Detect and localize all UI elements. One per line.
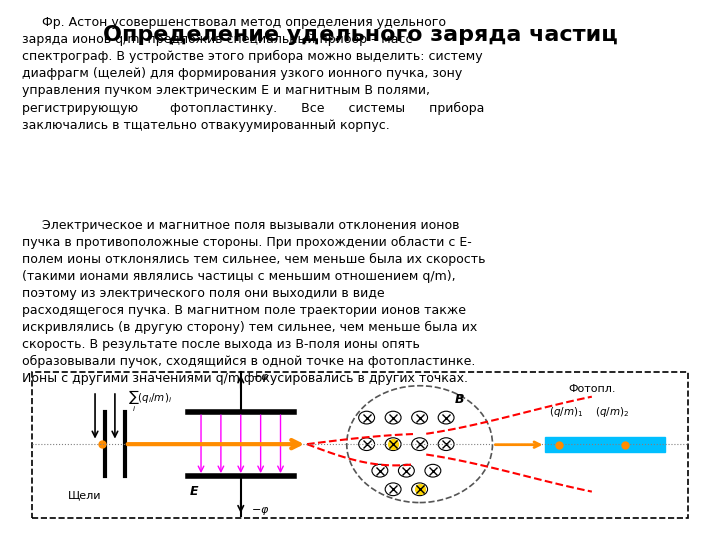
Text: $\sum_i (q_i/m)_i$: $\sum_i (q_i/m)_i$ [128,389,172,414]
Text: $(q/m)_1$: $(q/m)_1$ [549,406,583,419]
Text: Фотопл.: Фотопл. [568,384,616,394]
Bar [546,437,665,452]
Text: $\boldsymbol{B}$: $\boldsymbol{B}$ [454,393,464,406]
Text: $\boldsymbol{E}$: $\boldsymbol{E}$ [189,485,199,498]
Text: Электрическое и магнитное поля вызывали отклонения ионов
пучка в противоположные: Электрическое и магнитное поля вызывали … [22,219,485,385]
Text: $(q/m)_2$: $(q/m)_2$ [595,406,629,419]
Text: Щели: Щели [68,490,102,500]
Text: Определение удельного заряда частиц: Определение удельного заряда частиц [103,25,617,45]
Text: $+\varphi$: $+\varphi$ [251,372,269,384]
Text: Фр. Астон усовершенствовал метод определения удельного
заряда ионов q/m, предлож: Фр. Астон усовершенствовал метод определ… [22,16,484,132]
Text: $-\varphi$: $-\varphi$ [251,504,269,517]
